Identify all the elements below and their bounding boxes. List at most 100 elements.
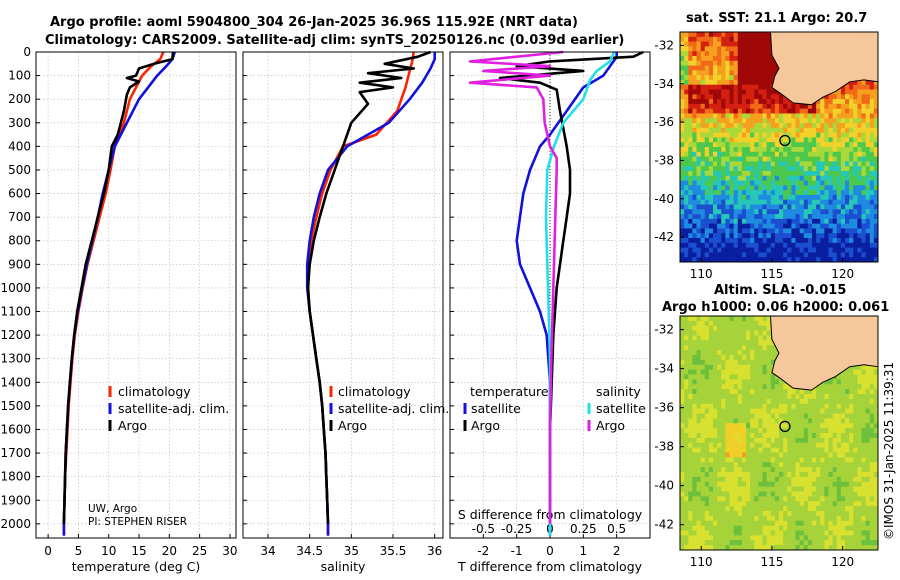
map-cell [758,242,763,249]
map-cell [746,394,751,400]
map-cell [737,209,743,215]
map-cell [700,199,706,205]
map-cell [713,320,718,327]
map-cell [820,423,825,429]
map-cell [836,472,842,478]
map-cell [845,394,850,400]
map-cell [717,325,722,332]
map-cell [684,242,689,249]
map-cell [766,175,772,181]
map-cell [708,408,714,414]
map-cell [692,84,697,90]
x2-tick-label: -0.25 [501,522,532,536]
legend-argo-label: Argo [338,418,367,433]
map-cell [762,506,768,512]
map-cell [692,496,697,502]
legend-climatology-label: climatology [118,384,191,399]
map-cell [828,113,834,119]
map-cell [708,418,714,424]
map-cell [861,476,867,483]
map-cell [725,218,730,225]
map-cell [770,180,776,186]
map-cell [717,142,722,148]
map-cell [840,108,846,114]
map-cell [828,170,834,177]
map-cell [849,147,854,153]
map-cell [680,199,685,205]
map-cell [820,137,825,143]
map-cell [849,437,854,444]
map-cell [704,384,710,390]
map-cell [762,511,768,517]
map-cell [836,199,842,205]
map-cell [725,394,730,400]
map-cell [799,540,805,546]
map-cell [696,209,702,215]
map-cell [816,447,821,453]
map-cell [791,496,796,502]
map-cell [733,55,739,62]
map-cell [836,94,842,100]
map-cell [824,452,829,458]
map-cell [836,257,842,263]
map-cell [845,127,850,134]
map-cell [750,99,755,105]
map-cell [721,190,726,196]
map-cell [824,481,829,488]
map-cell [774,108,780,114]
map-cell [770,481,776,488]
map-cell [795,476,801,483]
map-cell [729,350,735,356]
map-cell [741,228,747,234]
lat-tick-label: -42 [654,518,674,532]
map-cell [708,355,714,361]
map-cell [873,433,879,439]
map-cell [746,55,751,62]
map-cell [692,394,697,400]
map-cell [758,496,763,502]
map-cell [803,214,809,220]
map-cell [791,132,796,138]
map-cell [803,161,809,167]
map-cell [741,99,747,105]
map-cell [713,486,718,492]
map-cell [704,398,710,405]
map-cell [816,394,821,400]
map-cell [832,223,838,229]
map-cell [865,180,871,186]
map-cell [754,55,759,62]
map-cell [783,472,788,478]
lat-tick-label: -32 [654,323,674,337]
map-cell [692,65,697,71]
map-cell [803,223,809,229]
map-cell [787,472,792,478]
map-cell [750,41,755,47]
map-cell [750,32,755,38]
map-cell [807,161,813,167]
map-cell [746,374,751,380]
map-cell [774,142,780,148]
map-cell [845,108,850,114]
map-cell [688,113,693,119]
map-cell [873,89,879,95]
map-cell [762,408,768,414]
map-cell [696,103,702,110]
map-cell [725,99,730,105]
map-cell [845,520,850,527]
map-cell [750,228,755,234]
map-cell [696,218,702,225]
map-cell [746,423,751,429]
map-cell [713,147,718,153]
map-cell [725,233,730,239]
map-cell [737,462,743,468]
map-cell [692,41,697,47]
map-cell [754,369,759,375]
map-cell [861,530,867,536]
map-cell [865,496,871,502]
map-cell [721,238,726,244]
map-cell [832,545,838,551]
map-cell [820,238,825,244]
map-cell [688,540,693,546]
map-cell [729,51,735,57]
map-cell [783,481,788,488]
